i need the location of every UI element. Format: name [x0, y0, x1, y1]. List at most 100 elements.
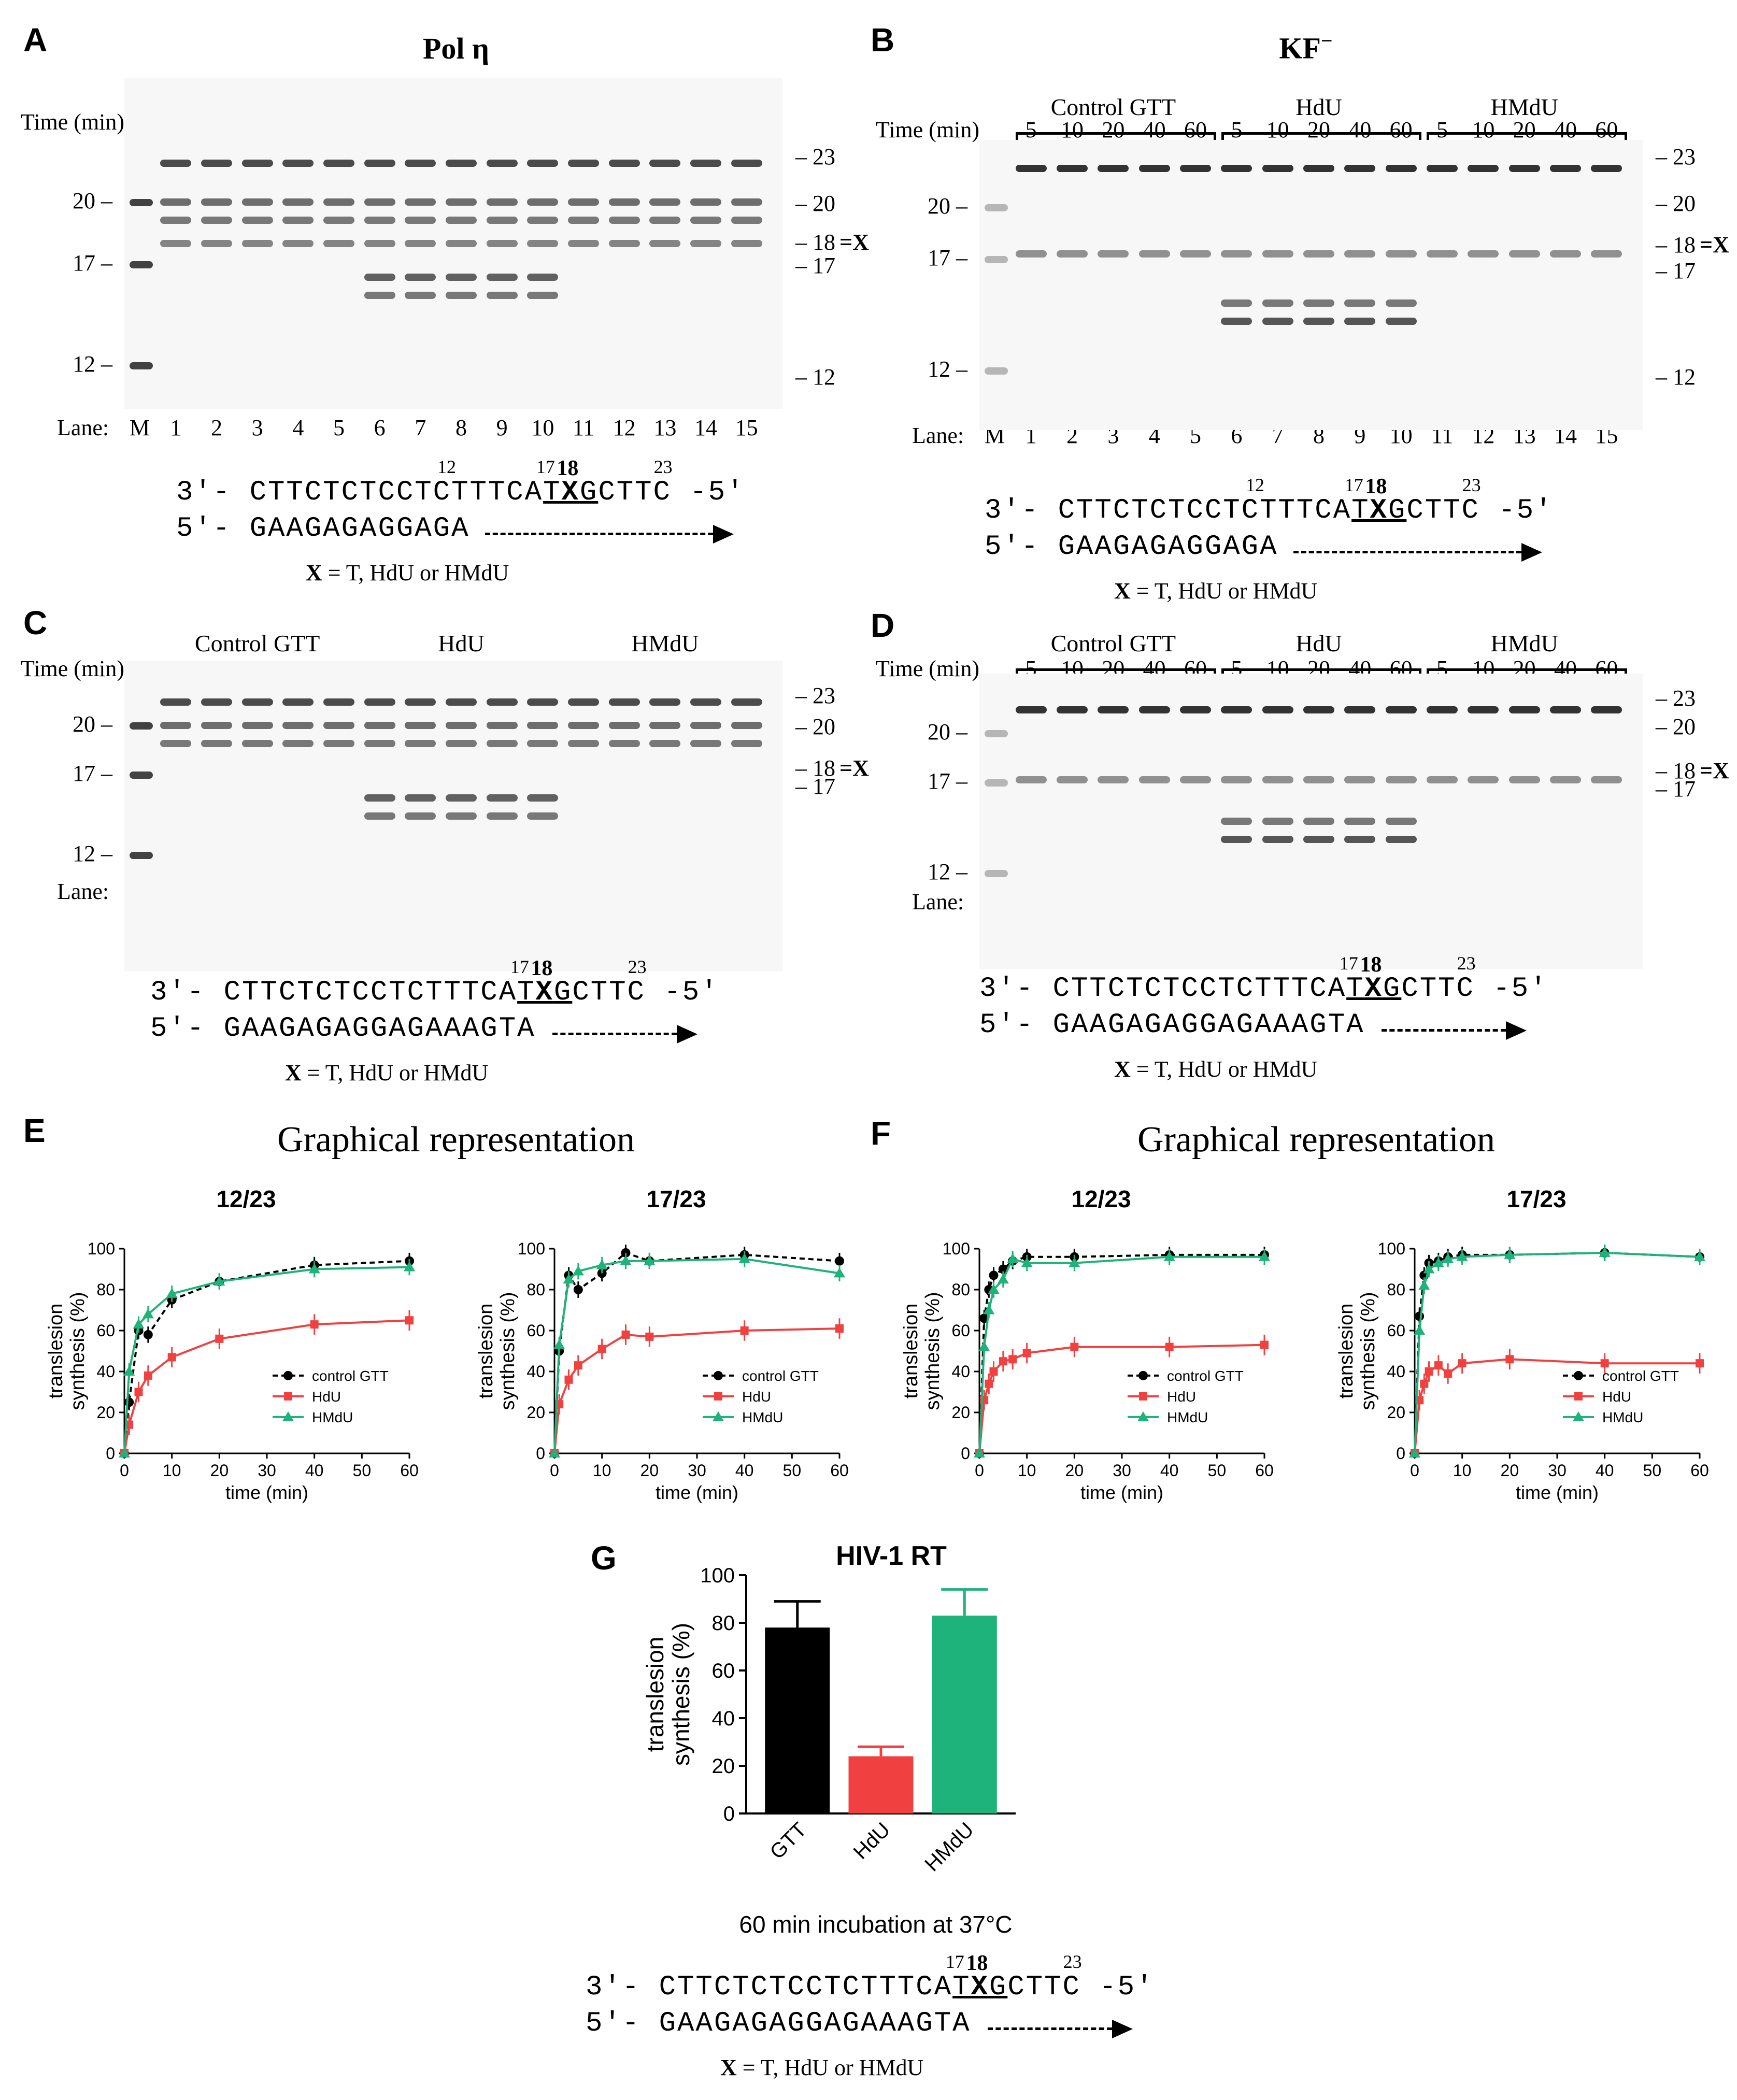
gel-band	[405, 812, 436, 820]
gel-band	[1508, 776, 1540, 783]
gel-band	[1591, 250, 1622, 258]
data-point	[1008, 1355, 1017, 1364]
time-tick: 60	[1595, 117, 1618, 142]
ladder-right-label: – 20	[1656, 714, 1696, 739]
gel-band	[527, 198, 559, 206]
template-3prime-part: CTTC -5'	[1406, 495, 1554, 526]
legend-label: control GTT	[1602, 1368, 1679, 1384]
lane-number: 7	[415, 415, 426, 440]
y-tick-label: 20	[526, 1403, 545, 1422]
gel-band	[1344, 165, 1376, 172]
gel-band	[527, 274, 559, 281]
template-5prime-part: 3'- CTTCTCTCCTCTTTCA	[985, 495, 1352, 526]
data-point	[1259, 1251, 1270, 1261]
gel-band	[1098, 706, 1129, 713]
group-label-hmdu: HMdU	[631, 630, 699, 656]
primer-strand: 5'- GAAGAGAGGAGAAAGTA	[150, 1013, 536, 1045]
series-hmdu	[549, 1250, 845, 1458]
y-tick-label: 40	[526, 1362, 545, 1381]
data-point	[621, 1248, 631, 1258]
data-point	[166, 1288, 178, 1298]
gel-band	[282, 217, 314, 224]
gel-band	[1015, 250, 1047, 258]
gel-band	[1385, 165, 1417, 172]
data-point	[144, 1371, 152, 1380]
gel-band	[1303, 818, 1335, 825]
legend-marker	[1139, 1392, 1147, 1401]
ladder-right-label: – 17	[795, 253, 835, 278]
ladder-right-label: – 20	[795, 191, 835, 216]
sequence-position: 17	[510, 956, 529, 977]
gel-band	[568, 240, 599, 247]
chart-g-hiv-rt: HIV-1 RT 0 20 40 60 80 100 translesionsynthesis…	[642, 1541, 1016, 1938]
gel-band	[1468, 250, 1499, 258]
gel-band	[568, 740, 599, 747]
gel-band	[731, 160, 762, 167]
gel-band	[323, 698, 354, 706]
gel-band	[446, 740, 477, 747]
gel-band	[201, 198, 232, 206]
gel-band	[446, 274, 477, 281]
sequence-position: 17	[945, 1951, 964, 1972]
gel-band	[282, 740, 314, 747]
gel-band	[446, 240, 477, 247]
gel-band	[486, 698, 518, 706]
marker-band	[985, 367, 1008, 375]
series-control-gtt	[120, 1252, 414, 1458]
gel-band	[649, 722, 681, 729]
gel-band	[1508, 250, 1540, 258]
gel-band	[1385, 318, 1417, 325]
bar-hdu	[848, 1756, 914, 1813]
x-definition: X = T, HdU or HMdU	[306, 560, 509, 586]
extension-arrow-head	[713, 525, 734, 544]
data-point	[1456, 1251, 1468, 1261]
gel-band	[405, 274, 436, 281]
gel-band	[608, 722, 640, 729]
gel-band	[527, 812, 559, 820]
data-point	[1069, 1257, 1080, 1267]
gel-band	[1221, 165, 1252, 172]
gel-band	[1262, 299, 1293, 307]
ladder-left-label: 12 –	[73, 841, 112, 866]
x-definition: X = T, HdU or HMdU	[1114, 578, 1317, 604]
chart-title: 17/23	[1506, 1185, 1566, 1212]
data-point	[1022, 1349, 1031, 1358]
gel-band	[1303, 836, 1335, 843]
ladder-left-label: 20 –	[928, 193, 967, 219]
gel-band	[1385, 250, 1417, 258]
gel-band	[1098, 250, 1129, 258]
sequence-position: 23	[1063, 1951, 1082, 1972]
x-axis-label: 60 min incubation at 37°C	[739, 1911, 1012, 1938]
sequence-position: 18	[531, 956, 553, 980]
legend-label: control GTT	[1167, 1368, 1244, 1384]
bar-hmdu	[932, 1616, 997, 1813]
gel-band	[608, 740, 640, 747]
data-point	[983, 1304, 995, 1315]
panel-label-f: F	[871, 1115, 891, 1152]
gel-band	[1179, 165, 1212, 172]
gel-band	[282, 198, 314, 206]
sequence-position-labels: 12 17 18 23	[176, 456, 694, 480]
lane-number: 10	[531, 415, 554, 440]
data-point	[310, 1320, 319, 1329]
ladder-right-label: – 17	[1656, 258, 1696, 283]
y-tick-label: 80	[96, 1280, 115, 1299]
data-point	[1425, 1367, 1433, 1376]
gel-band	[364, 722, 395, 729]
gel-band	[364, 217, 395, 224]
marker-band	[985, 870, 1008, 877]
template-base-17: T	[952, 1972, 971, 2003]
gel-band	[1221, 776, 1252, 783]
legend-marker	[284, 1392, 292, 1401]
chart-title: HIV-1 RT	[836, 1541, 947, 1571]
gel-band	[446, 698, 477, 706]
x-mark: =X	[839, 755, 869, 781]
series-line	[978, 1253, 1264, 1454]
x-tick-label: 10	[593, 1461, 611, 1480]
data-point	[167, 1353, 176, 1362]
gel-band	[1098, 776, 1129, 783]
y-tick-label: 20	[951, 1403, 970, 1422]
lane-number: 8	[455, 415, 467, 440]
data-point	[1165, 1342, 1174, 1351]
y-axis-label-line2: synthesis (%)	[67, 1292, 89, 1410]
